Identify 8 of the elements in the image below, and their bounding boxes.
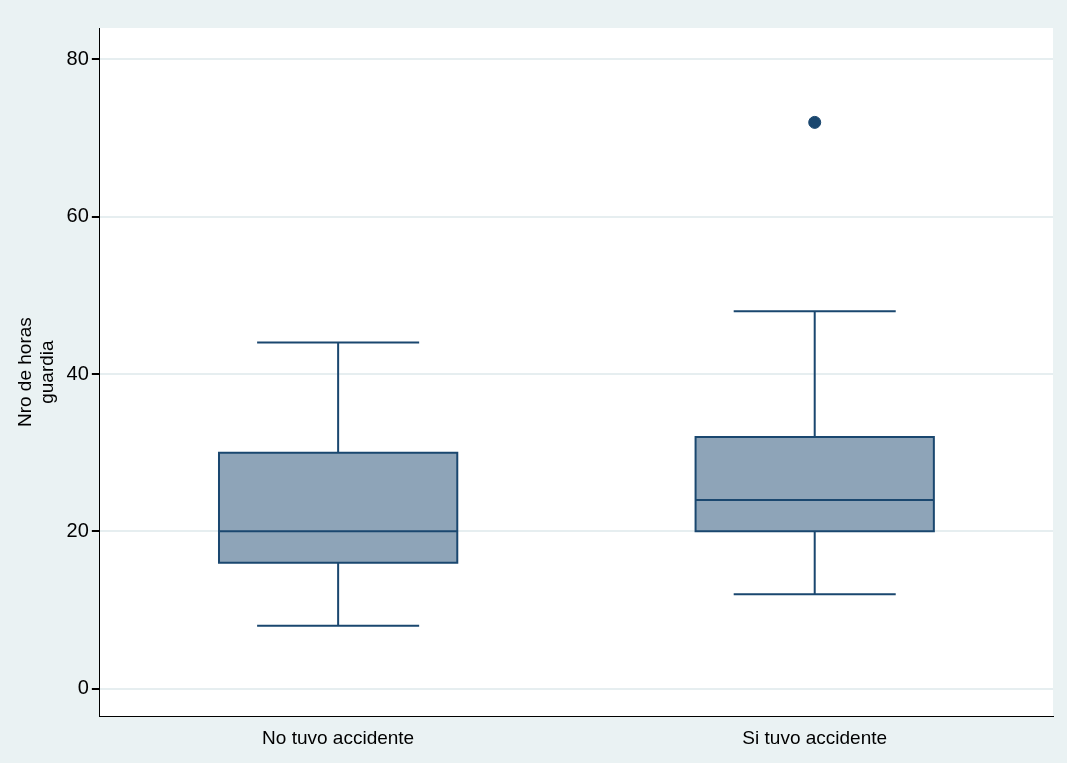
y-tick-label: 40 xyxy=(66,361,89,384)
y-tick-label: 60 xyxy=(66,204,89,227)
x-tick-label: No tuvo accidente xyxy=(262,726,415,748)
y-tick-label: 20 xyxy=(66,518,89,541)
y-axis-title: Nro de horas guardia xyxy=(13,317,58,428)
y-tick-label: 0 xyxy=(77,676,89,699)
x-tick-label: Si tuvo accidente xyxy=(742,726,888,748)
y-tick-label: 80 xyxy=(66,46,89,69)
